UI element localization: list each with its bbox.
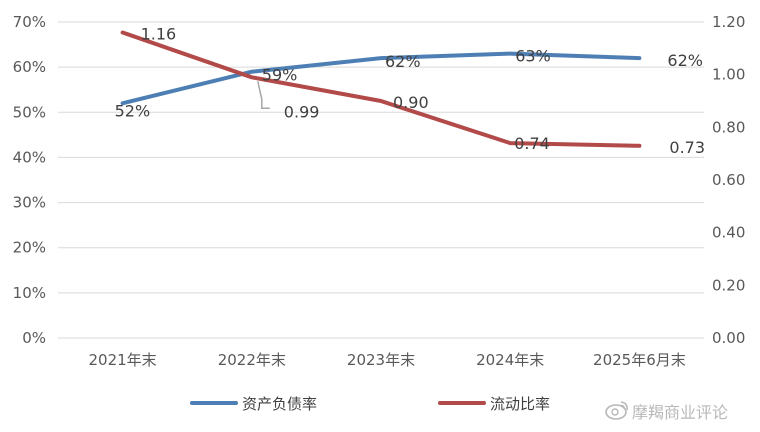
left-axis-ticks: 0% 10% 20% 30% 40% 50% 60% 70% <box>13 13 46 347</box>
label-leader-line <box>257 81 270 110</box>
left-axis-tick-label: 40% <box>13 148 46 166</box>
left-axis-tick-label: 10% <box>13 284 46 302</box>
right-axis-tick-label: 0.40 <box>712 224 745 242</box>
series-lines <box>120 30 642 148</box>
data-label: 0.90 <box>393 93 429 112</box>
gridlines <box>58 21 704 339</box>
series-line <box>120 51 642 106</box>
right-axis-tick-label: 0.00 <box>712 329 745 347</box>
left-axis-tick-label: 70% <box>13 13 46 31</box>
label-leaders <box>257 81 270 110</box>
data-label: 62% <box>667 51 703 70</box>
data-label: 63% <box>515 47 551 66</box>
x-axis-tick-label: 2025年6月末 <box>593 351 686 369</box>
data-label: 0.73 <box>669 138 705 157</box>
left-axis-tick-label: 50% <box>13 103 46 121</box>
data-label: 52% <box>115 101 151 120</box>
left-axis-tick-label: 60% <box>13 58 46 76</box>
data-label: 1.16 <box>141 25 177 44</box>
data-labels: 52% 59% 62% 63% 62% 1.16 0.99 0.90 0.74 0.73 <box>115 25 705 157</box>
data-label: 0.74 <box>514 134 550 153</box>
series-line <box>120 30 642 148</box>
legend: 资产负债率 流动比率 <box>190 395 550 413</box>
watermark-text: 摩羯商业评论 <box>632 403 728 422</box>
x-axis-tick-label: 2022年末 <box>218 351 286 369</box>
legend-label: 资产负债率 <box>242 395 317 413</box>
legend-label: 流动比率 <box>490 395 550 413</box>
right-axis-tick-label: 0.80 <box>712 118 745 136</box>
watermark: 摩羯商业评论 <box>605 401 728 422</box>
left-axis-tick-label: 30% <box>13 194 46 212</box>
x-axis-ticks: 2021年末 2022年末 2023年末 2024年末 2025年6月末 <box>89 351 686 369</box>
left-axis-tick-label: 20% <box>13 239 46 257</box>
data-label: 62% <box>385 52 421 71</box>
x-axis-tick-label: 2024年末 <box>476 351 544 369</box>
weibo-icon <box>605 401 628 420</box>
x-axis-tick-label: 2021年末 <box>89 351 157 369</box>
right-axis-tick-label: 0.20 <box>712 276 745 294</box>
right-axis-tick-label: 1.00 <box>712 66 745 84</box>
data-label: 59% <box>262 66 298 85</box>
x-axis-tick-label: 2023年末 <box>347 351 415 369</box>
right-axis-tick-label: 1.20 <box>712 13 745 31</box>
right-axis-tick-label: 0.60 <box>712 171 745 189</box>
right-axis-ticks: 0.00 0.20 0.40 0.60 0.80 1.00 1.20 <box>712 13 745 347</box>
data-label: 0.99 <box>284 102 320 121</box>
left-axis-tick-label: 0% <box>22 329 46 347</box>
